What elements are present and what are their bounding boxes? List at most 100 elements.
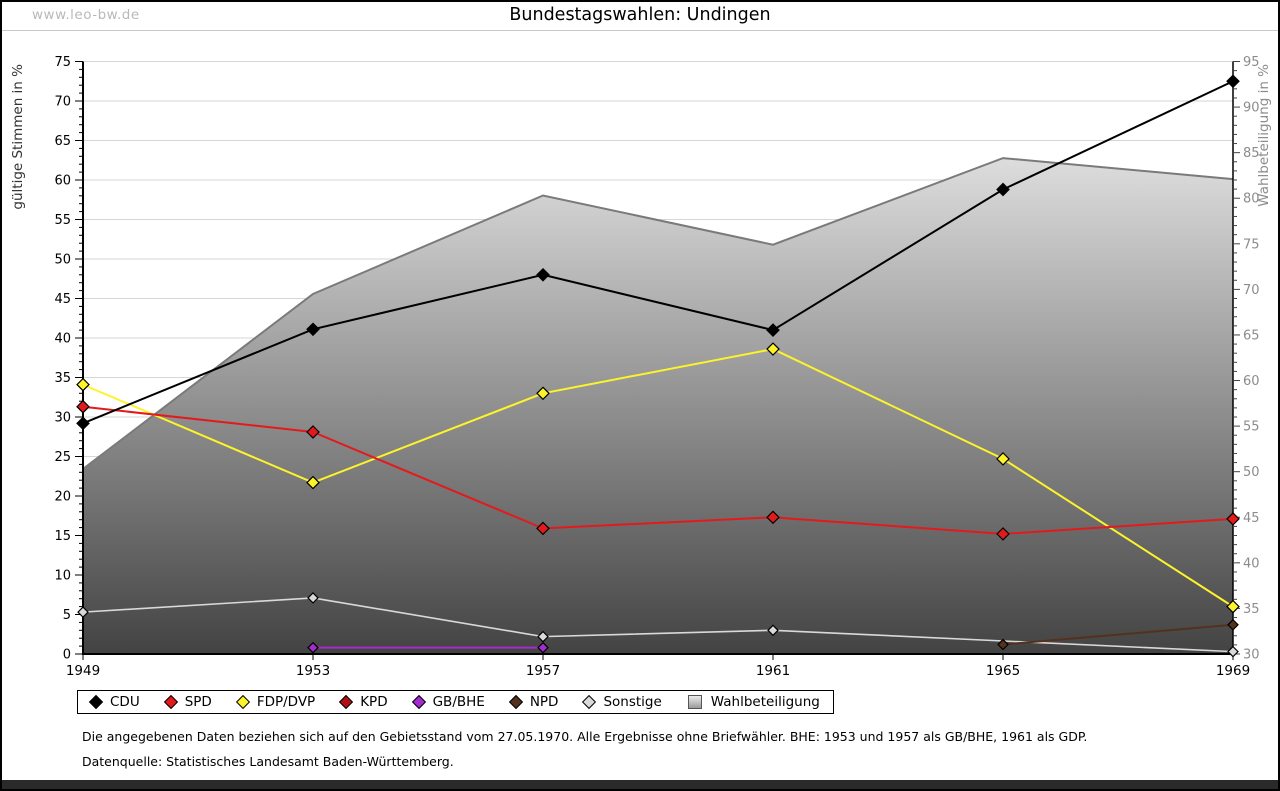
- data-point-SPD: [1226, 512, 1240, 526]
- data-point-Sonstige: [77, 606, 89, 618]
- svg-text:1969: 1969: [1216, 663, 1250, 679]
- data-point-FDP-DVP: [766, 342, 780, 356]
- footnote-datenquelle: Datenquelle: Statistisches Landesamt Bad…: [82, 754, 454, 769]
- svg-text:85: 85: [1243, 146, 1260, 161]
- svg-text:1965: 1965: [986, 663, 1020, 679]
- series-GB-BHE: [307, 641, 549, 654]
- svg-text:35: 35: [54, 371, 71, 386]
- svg-text:0: 0: [63, 648, 71, 663]
- data-point-Sonstige: [1227, 645, 1239, 658]
- legend-label: Wahlbeteiligung: [710, 694, 820, 710]
- header-divider: [2, 30, 1278, 31]
- turnout-area: [82, 157, 1234, 654]
- legend-label: GB/BHE: [432, 694, 485, 710]
- series-diamond-icon: [235, 694, 250, 710]
- svg-text:1949: 1949: [66, 663, 100, 679]
- data-point-CDU: [996, 182, 1010, 197]
- series-diamond-icon: [88, 694, 104, 710]
- legend-item-kpd: KPD: [339, 694, 388, 710]
- svg-text:5: 5: [63, 608, 71, 623]
- svg-text:50: 50: [1243, 465, 1260, 480]
- data-point-CDU: [766, 323, 780, 337]
- svg-text:35: 35: [1243, 602, 1260, 617]
- data-point-FDP-DVP: [536, 386, 550, 401]
- svg-text:45: 45: [1243, 511, 1260, 526]
- chart-canvas: 0 5 10 15 20 25 30 35 40 45 50 55 60 65 70 75 gültige St…: [10, 55, 1272, 679]
- legend-item-wahlbeteiligung: Wahlbeteiligung: [687, 694, 820, 710]
- data-point-NPD: [1227, 618, 1239, 631]
- legend-label: Sonstige: [603, 694, 662, 710]
- svg-text:1957: 1957: [526, 663, 560, 679]
- data-point-SPD: [766, 510, 780, 525]
- svg-text:55: 55: [1243, 420, 1260, 435]
- chart-legend: CDU SPD FDP/DVP KPD GB/BHE NPD Sonstige Wahlbet…: [77, 690, 834, 714]
- svg-text:15: 15: [54, 529, 71, 544]
- svg-text:60: 60: [1243, 374, 1260, 389]
- svg-text:1953: 1953: [296, 663, 330, 679]
- svg-text:50: 50: [54, 253, 71, 268]
- legend-label: SPD: [184, 694, 212, 710]
- data-point-CDU: [536, 267, 550, 282]
- x-axis: 1949 1953 1957 1961 1965 1969: [66, 653, 1250, 679]
- svg-text:70: 70: [1243, 283, 1260, 298]
- svg-text:30: 30: [1243, 648, 1260, 663]
- data-point-Sonstige: [767, 624, 779, 637]
- svg-text:20: 20: [54, 490, 71, 505]
- right-axis: 30 35 40 45 50 55 60 65 70 75 80 85 90 95Wahlbeteilig…: [1232, 55, 1272, 663]
- window-bottom-bar: [2, 780, 1278, 789]
- svg-text:90: 90: [1243, 101, 1260, 116]
- series-CDU: [76, 74, 1240, 431]
- left-axis-title: gültige Stimmen in %: [10, 64, 26, 210]
- svg-text:1961: 1961: [756, 663, 790, 679]
- legend-label: KPD: [360, 694, 388, 710]
- svg-text:25: 25: [54, 450, 71, 465]
- svg-text:75: 75: [1243, 237, 1260, 252]
- legend-item-npd: NPD: [508, 694, 559, 710]
- svg-text:40: 40: [1243, 556, 1260, 571]
- legend-label: NPD: [529, 694, 559, 710]
- data-point-CDU: [76, 416, 90, 431]
- data-point-SPD: [996, 527, 1010, 541]
- legend-item-fdp-dvp: FDP/DVP: [235, 694, 316, 710]
- series-Sonstige: [77, 592, 1239, 658]
- svg-text:45: 45: [54, 292, 71, 307]
- series-FDP-DVP: [76, 342, 1240, 614]
- svg-text:10: 10: [54, 569, 71, 584]
- series-SPD: [76, 399, 1240, 541]
- turnout-area-swatch: [687, 695, 702, 709]
- data-point-GB-BHE: [307, 641, 319, 654]
- svg-text:40: 40: [54, 332, 71, 347]
- svg-text:30: 30: [54, 411, 71, 426]
- legend-label: CDU: [110, 694, 140, 710]
- svg-text:70: 70: [54, 95, 71, 110]
- data-point-GB-BHE: [537, 641, 549, 654]
- svg-text:65: 65: [1243, 328, 1260, 343]
- left-axis: 0 5 10 15 20 25 30 35 40 45 50 55 60 65 70 75 gültige St…: [10, 55, 84, 663]
- data-point-CDU: [306, 322, 320, 337]
- data-point-Sonstige: [307, 592, 319, 604]
- right-axis-title: Wahlbeteiligung in %: [1256, 64, 1272, 207]
- svg-text:65: 65: [54, 134, 71, 149]
- svg-text:55: 55: [54, 213, 71, 228]
- data-point-FDP-DVP: [306, 475, 320, 490]
- series-diamond-icon: [411, 694, 426, 710]
- data-point-FDP-DVP: [1226, 599, 1240, 614]
- svg-text:75: 75: [54, 55, 71, 70]
- leo-bw-watermark: www.leo-bw.de: [32, 7, 140, 23]
- svg-text:80: 80: [1243, 192, 1260, 207]
- footnote-gebietsstand: Die angegebenen Daten beziehen sich auf …: [82, 729, 1088, 744]
- legend-item-gb-bhe: GB/BHE: [411, 694, 485, 710]
- series-diamond-icon: [339, 694, 354, 710]
- legend-label: FDP/DVP: [256, 694, 316, 710]
- legend-item-cdu: CDU: [88, 694, 140, 710]
- series-diamond-icon: [508, 694, 523, 710]
- data-point-SPD: [306, 425, 320, 439]
- data-point-FDP-DVP: [76, 377, 90, 392]
- data-point-CDU: [1226, 74, 1240, 89]
- svg-text:95: 95: [1243, 55, 1260, 70]
- data-point-SPD: [76, 399, 90, 414]
- series-diamond-icon: [582, 694, 597, 710]
- series-diamond-icon: [163, 694, 178, 710]
- data-point-Sonstige: [537, 630, 549, 643]
